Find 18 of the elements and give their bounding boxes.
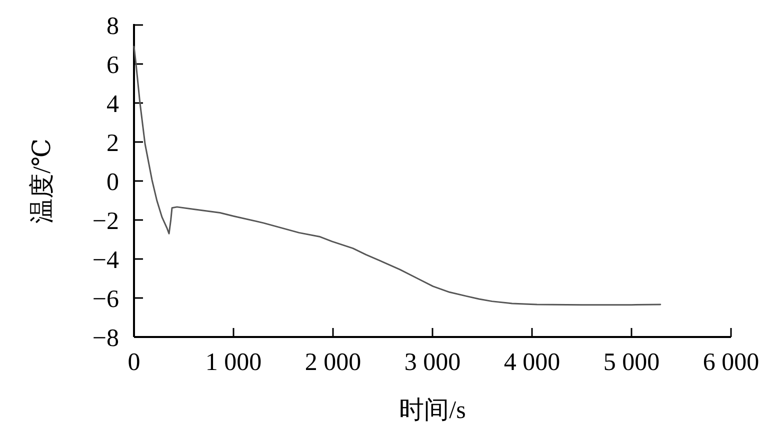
y-tick-label: −2: [92, 208, 119, 235]
y-tick-label: −6: [92, 286, 119, 313]
y-tick-label: 2: [106, 130, 119, 157]
y-tick-label: −4: [92, 247, 120, 274]
x-tick-label: 2 000: [304, 349, 362, 376]
x-tick-label: 6 000: [702, 349, 760, 376]
y-tick-label: 0: [106, 169, 119, 196]
x-tick-label: 0: [128, 349, 140, 376]
x-axis-title: 时间/s: [399, 397, 466, 424]
x-tick-label: 5 000: [603, 349, 660, 376]
y-tick-label: 8: [106, 13, 119, 40]
x-tick-label: 4 000: [504, 349, 560, 376]
y-tick-label: −8: [92, 325, 119, 352]
y-tick-label: 6: [106, 52, 119, 79]
x-tick-label: 3 000: [404, 349, 461, 376]
y-axis-title: 温度/℃: [28, 138, 56, 224]
x-tick-label: 1 000: [205, 349, 262, 376]
y-tick-label: 4: [106, 91, 120, 118]
